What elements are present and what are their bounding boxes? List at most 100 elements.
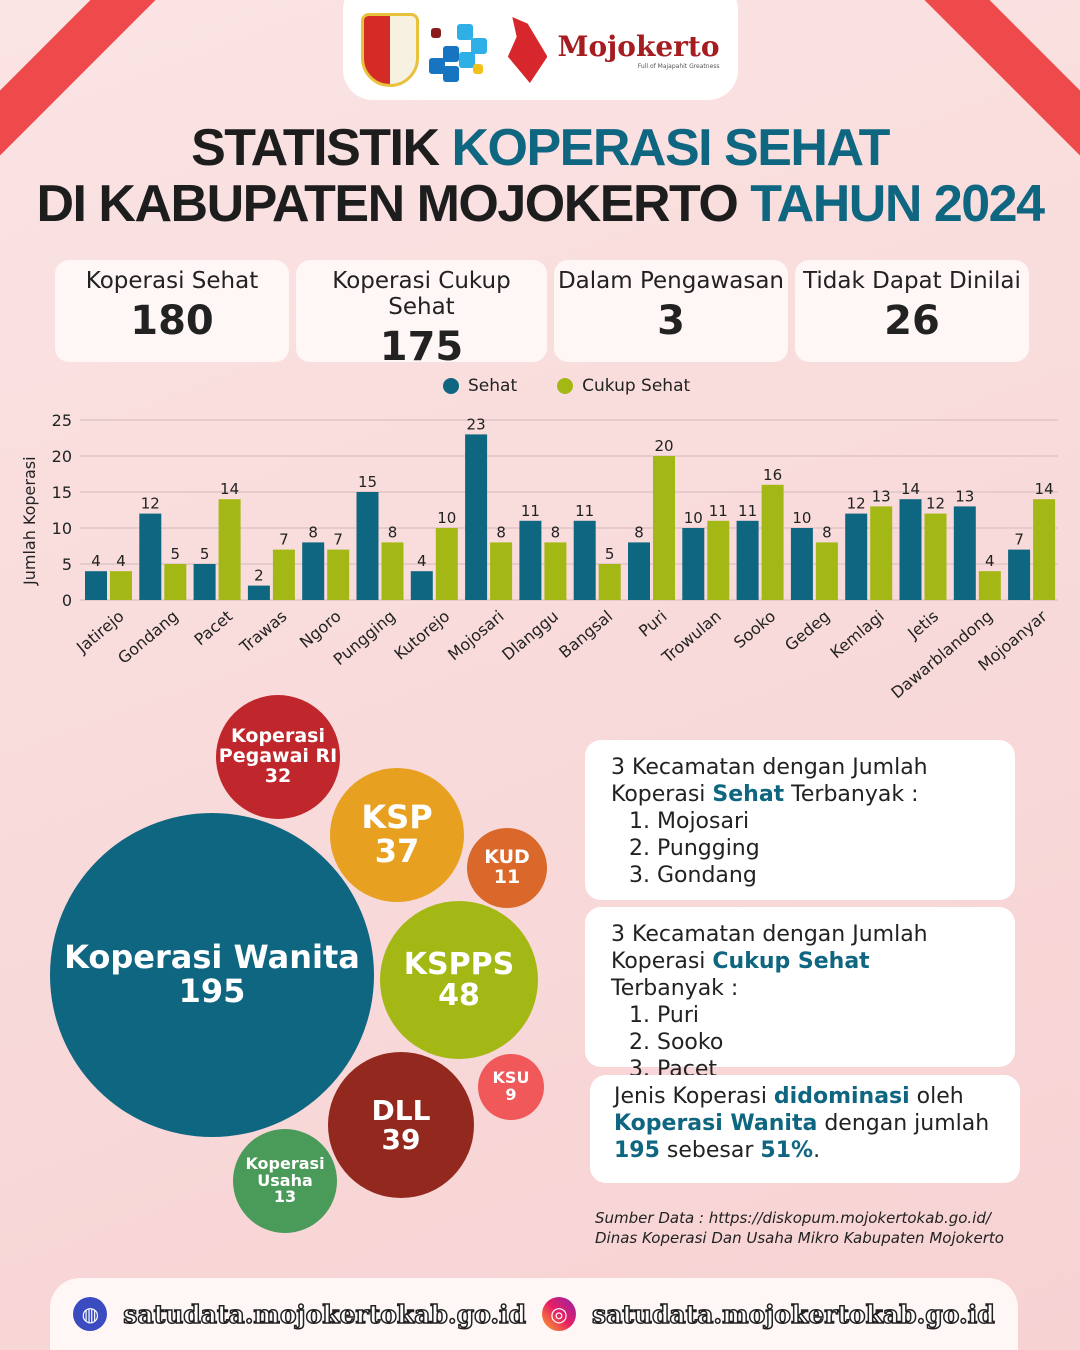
satudata-logo [429, 18, 493, 82]
data-label: 5 [171, 545, 181, 563]
bubble-value: 39 [381, 1123, 421, 1156]
bubble-ksu: KSU 9 [478, 1054, 544, 1120]
bar-cukup-sehat [381, 542, 404, 600]
bar-sehat [899, 499, 922, 600]
data-label: 13 [955, 487, 974, 505]
x-tick-label: Dlanggu [498, 607, 562, 665]
data-label: 5 [605, 545, 615, 563]
bar-sehat [302, 542, 325, 600]
legend-label: Sehat [468, 376, 518, 396]
stats-row: Koperasi Sehat 180 Koperasi Cukup Sehat 17… [55, 260, 1029, 370]
data-label: 4 [116, 552, 126, 570]
instagram-icon: ◎ [542, 1297, 576, 1331]
instagram-link[interactable]: satudata.mojokertokab.go.id [591, 1299, 995, 1330]
legend-swatch [557, 378, 574, 394]
stat-label: Dalam Pengawasan [557, 268, 785, 294]
stat-card-sehat: Koperasi Sehat 180 [55, 260, 289, 362]
data-label: 7 [279, 531, 289, 549]
legend-item-sehat: Sehat [443, 376, 517, 396]
bubble-koperasi-wanita: Koperasi Wanita 195 [50, 813, 374, 1137]
bar-cukup-sehat [435, 528, 458, 600]
mojokerto-gem-logo [507, 17, 548, 83]
bar-cukup-sehat [978, 571, 1001, 600]
globe-icon: ◍ [73, 1297, 108, 1331]
bubble-koperasi-pegawai-ri: Koperasi Pegawai RI 32 [216, 695, 340, 819]
list-item: Gondang [657, 862, 989, 889]
bar-cukup-sehat [815, 542, 838, 600]
bar-sehat [573, 520, 596, 600]
bubble-label: Koperasi Pegawai RI [218, 725, 338, 768]
x-tick-label: Mojosari [444, 607, 508, 665]
bar-cukup-sehat [490, 542, 513, 600]
regency-seal-logo [361, 13, 420, 87]
list-item: Mojosari [657, 808, 989, 835]
card-dominance: Jenis Koperasi didominasi oleh Koperasi … [590, 1075, 1020, 1183]
bar-sehat [953, 506, 976, 600]
data-label: 23 [467, 415, 486, 433]
data-label: 5 [200, 545, 210, 563]
bar-sehat [193, 564, 216, 600]
bar-cukup-sehat [272, 549, 295, 600]
bar-cukup-sehat [327, 549, 350, 600]
bubble-label: KUD [484, 846, 530, 869]
x-tick-label: Trowulan [657, 607, 724, 668]
bubble-kud: KUD 11 [467, 828, 547, 908]
bar-sehat [682, 528, 705, 600]
stat-value: 175 [379, 324, 464, 370]
bar-sehat [465, 434, 488, 600]
data-label: 7 [1014, 531, 1024, 549]
bubble-value: 11 [493, 866, 521, 888]
x-tick-label: Gondang [114, 607, 182, 668]
data-label: 12 [926, 495, 945, 513]
data-label: 14 [1035, 480, 1054, 498]
bubble-value: 13 [273, 1187, 297, 1207]
bubble-label: KSU [492, 1068, 530, 1088]
bar-cukup-sehat [110, 571, 132, 600]
data-label: 4 [417, 552, 427, 570]
x-tick-label: Puri [635, 607, 671, 641]
stat-label: Tidak Dapat Dinilai [803, 268, 1021, 294]
data-label: 11 [575, 502, 594, 520]
title-highlight: TAHUN 2024 [750, 175, 1045, 233]
x-tick-label: Trawas [235, 607, 290, 658]
bar-sehat [790, 528, 813, 600]
stat-value: 3 [657, 298, 685, 344]
data-label: 8 [822, 523, 832, 541]
bar-sehat [736, 520, 759, 600]
data-label: 11 [521, 502, 540, 520]
mojokerto-wordmark: Mojokerto Full of Majapahit Greatness [557, 30, 719, 70]
bubble-label: Koperasi Wanita [64, 938, 360, 977]
data-label: 12 [847, 495, 866, 513]
website-link[interactable]: satudata.mojokertokab.go.id [123, 1299, 527, 1330]
y-tick-label: 25 [52, 411, 72, 430]
bubble-value: 9 [505, 1085, 517, 1104]
title-text: STATISTIK [191, 119, 452, 177]
bar-sehat [139, 513, 162, 600]
bar-cukup-sehat [870, 506, 893, 600]
data-label: 20 [654, 437, 673, 455]
y-tick-label: 5 [62, 555, 72, 574]
bar-cukup-sehat [1033, 499, 1056, 600]
bar-cukup-sehat [598, 564, 621, 600]
bar-cukup-sehat [218, 499, 241, 600]
page-title: STATISTIK KOPERASI SEHAT DI KABUPATEN MO… [0, 120, 1080, 232]
x-tick-label: Ngoro [296, 607, 345, 652]
data-label: 10 [684, 509, 703, 527]
bubble-label: KSP [361, 798, 433, 837]
y-tick-label: 10 [52, 519, 72, 538]
x-tick-label: Sooko [730, 607, 779, 653]
data-label: 8 [308, 523, 318, 541]
data-label: 8 [496, 523, 506, 541]
bar-cukup-sehat [164, 564, 187, 600]
data-label: 15 [358, 473, 377, 491]
bar-cukup-sehat [924, 513, 947, 600]
bar-cukup-sehat [544, 542, 567, 600]
stat-card-pengawasan: Dalam Pengawasan 3 [554, 260, 788, 362]
bar-sehat [519, 520, 542, 600]
y-tick-label: 20 [52, 447, 72, 466]
bar-sehat [247, 585, 270, 600]
bubble-label: KSPPS [403, 946, 515, 982]
data-label: 4 [985, 552, 995, 570]
x-tick-label: Jetis [903, 607, 942, 644]
